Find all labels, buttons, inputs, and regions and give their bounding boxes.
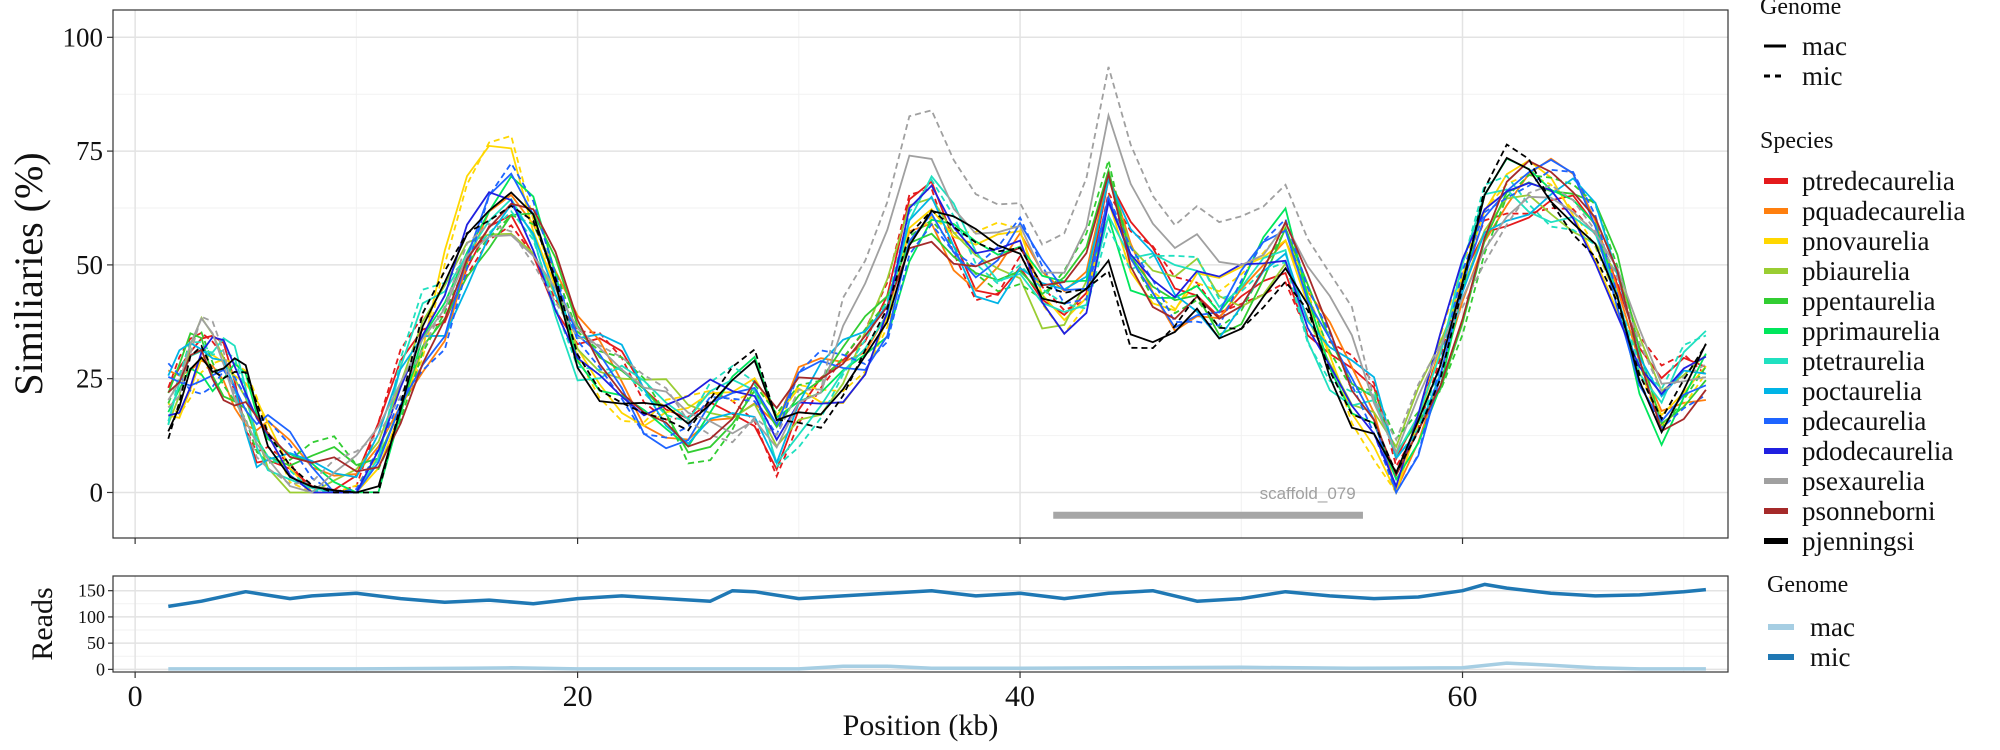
legend-label-ptredecaurelia: ptredecaurelia <box>1802 166 1955 196</box>
y-tick-label: 150 <box>78 581 105 601</box>
plot-background <box>113 10 1728 538</box>
y-axis-title: Reads <box>26 587 59 660</box>
series-line-ppentaurelia-mic <box>167 156 1707 471</box>
plot-border <box>112 575 1729 673</box>
legend-label-pjenningsi: pjenningsi <box>1802 526 1915 556</box>
y-tick-label: 100 <box>78 607 105 627</box>
legend-label-ppentaurelia: ppentaurelia <box>1802 286 1935 316</box>
y-tick-label: 50 <box>87 633 105 653</box>
y-tick-label: 50 <box>76 250 103 280</box>
legend-label-pquadecaurelia: pquadecaurelia <box>1802 196 1965 226</box>
legend-label-pbiaurelia: pbiaurelia <box>1802 256 1910 286</box>
reads-line-mic <box>168 582 1707 609</box>
x-axis-title: Position (kb) <box>843 709 999 742</box>
x-tick-label: 0 <box>128 680 143 713</box>
series-line-psexaurelia-mac <box>167 111 1707 494</box>
x-tick-label: 60 <box>1448 680 1478 713</box>
y-axis-title: Similiaries (%) <box>6 152 51 395</box>
reads-line-mac <box>168 661 1706 671</box>
plot-border <box>112 9 1729 539</box>
legend-label-pprimaurelia: pprimaurelia <box>1802 316 1940 346</box>
y-tick-label: 0 <box>96 659 105 679</box>
legend-label-pdecaurelia: pdecaurelia <box>1802 406 1926 436</box>
legend-title-genome: Genome <box>1760 0 1841 20</box>
series-line-ptetraurelia-mic <box>167 174 1707 494</box>
legend-label-mac: mac <box>1802 31 1847 61</box>
y-tick-label: 0 <box>90 477 104 507</box>
series-line-psexaurelia-mic <box>167 66 1707 486</box>
y-tick-label: 75 <box>76 136 103 166</box>
series-line-ptredecaurelia-mic <box>167 187 1707 494</box>
scaffold-label: scaffold_079 <box>1260 484 1356 503</box>
x-tick-label: 20 <box>563 680 593 713</box>
legend-label-reads-mac: mac <box>1810 612 1855 642</box>
x-tick-label: 40 <box>1005 680 1035 713</box>
legend-title-reads-genome: Genome <box>1767 572 1848 598</box>
legend-label-psexaurelia: psexaurelia <box>1802 466 1925 496</box>
series-line-pjenningsi-mic <box>167 143 1707 494</box>
legend-label-ptetraurelia: ptetraurelia <box>1802 346 1925 376</box>
legend-label-pnovaurelia: pnovaurelia <box>1802 226 1929 256</box>
legend-label-mic: mic <box>1802 61 1843 91</box>
legend-title-species: Species <box>1760 128 1833 154</box>
series-line-pnovaurelia-mic <box>167 134 1707 495</box>
y-tick-label: 25 <box>76 364 103 394</box>
reads-plot: 0 50 100 150 0 20 40 60 Reads Position (kb) <box>26 575 1729 742</box>
similarity-plot: scaffold_079 0 25 50 75 100 Similiaries (%) <box>6 9 1729 544</box>
legend-label-psonneborni: psonneborni <box>1802 496 1935 526</box>
y-tick-label: 100 <box>63 22 104 52</box>
legends: GenomemacmicSpeciesptredecaureliapquadec… <box>1760 0 1965 672</box>
legend-label-pdodecaurelia: pdodecaurelia <box>1802 436 1953 466</box>
legend-label-poctaurelia: poctaurelia <box>1802 376 1922 406</box>
series-line-pjenningsi-mac <box>167 156 1707 494</box>
legend-label-reads-mic: mic <box>1810 642 1851 672</box>
series-line-pdodecaurelia-mac <box>168 182 1707 494</box>
